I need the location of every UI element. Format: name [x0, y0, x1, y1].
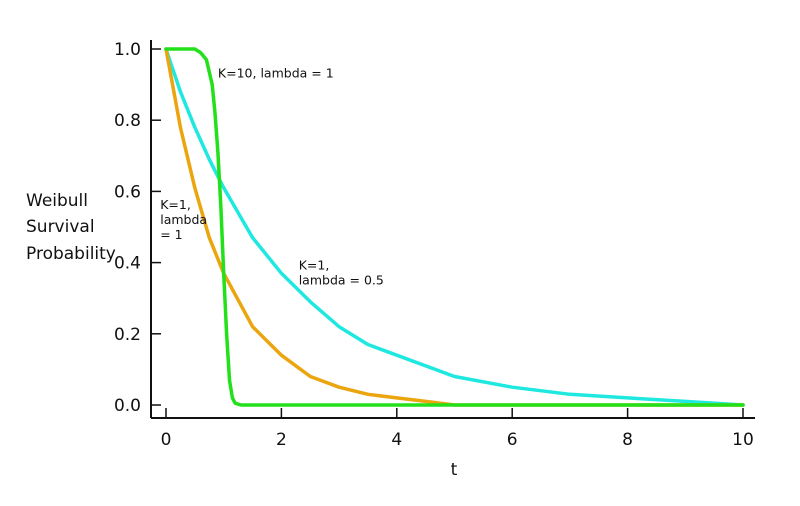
y-axis-label-line-3: Probability — [26, 244, 116, 264]
series-line-3 — [164, 47, 745, 407]
x-tick-label: 2 — [276, 430, 287, 450]
annotation-layer: K=10, lambda = 1 K=1, lambda = 1 K=1, lambda … — [160, 65, 384, 287]
x-tick-label: 0 — [161, 430, 172, 450]
x-tick-label: 4 — [391, 430, 402, 450]
y-tick-label: 1.0 — [114, 40, 141, 60]
y-tick-label: 0.0 — [114, 396, 141, 416]
x-tick-label: 10 — [732, 430, 754, 450]
axes: 0 2 4 6 8 10 0.0 0.2 0.4 0.6 0.8 1.0 — [114, 40, 755, 450]
x-tick-label: 6 — [507, 430, 518, 450]
y-tick-label: 0.2 — [114, 325, 141, 345]
y-tick-label: 0.4 — [114, 254, 141, 274]
y-tick-label: 0.8 — [114, 111, 141, 131]
y-tick-label: 0.6 — [114, 182, 141, 202]
annotation-3: K=1, lambda = 0.5 — [299, 258, 384, 288]
y-axis-label-line-1: Weibull — [26, 191, 88, 211]
x-tick-label: 8 — [622, 430, 633, 450]
x-axis-label: t — [451, 460, 458, 480]
series-layer — [164, 47, 745, 407]
series-line-2 — [164, 47, 745, 407]
annotation-1: K=10, lambda = 1 — [218, 65, 334, 80]
annotation-2: K=1, lambda = 1 — [160, 197, 207, 242]
y-axis-label-line-2: Survival — [26, 217, 95, 237]
series-line-1 — [164, 47, 745, 407]
